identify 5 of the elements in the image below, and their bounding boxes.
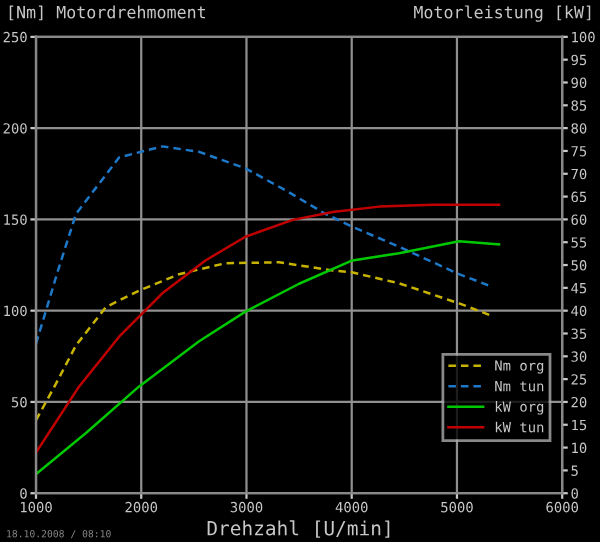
line-series [36,145,494,345]
line-series [36,261,494,422]
y2-axis-title: Motorleistung [kW] [414,5,591,22]
y-axis-title: [Nm] Motordrehmoment [9,5,206,21]
x-axis-title: Drehzahl [U/min] [207,520,390,538]
